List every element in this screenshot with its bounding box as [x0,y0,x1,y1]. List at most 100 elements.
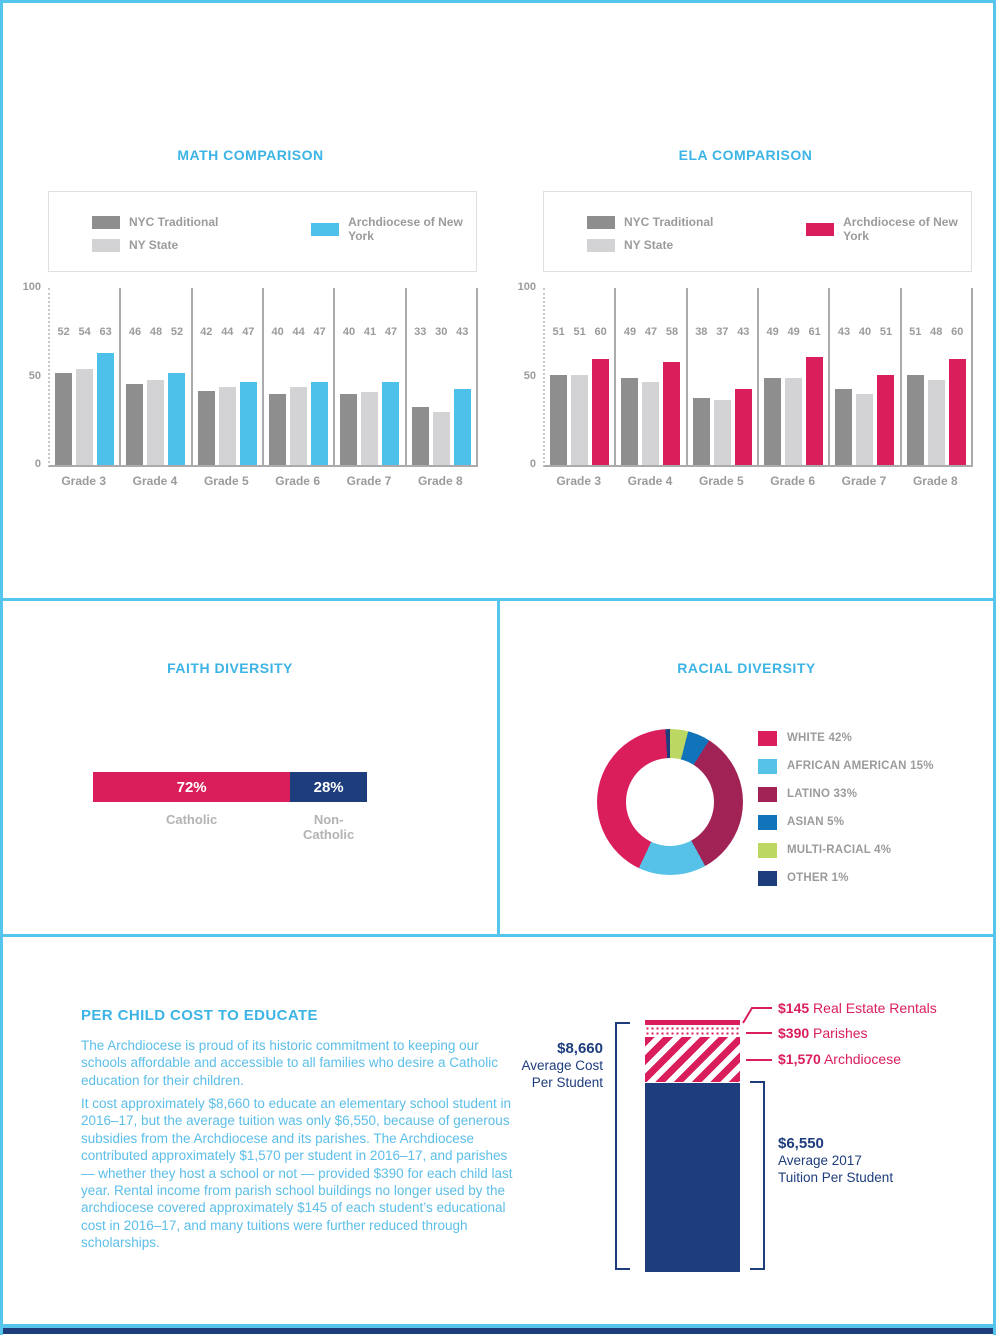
ela-x-axis-labels: Grade 3 Grade 4 Grade 5 Grade 6 Grade 7 Grade… [543,474,971,488]
y-axis-tick-label: 50 [523,369,536,382]
bar [361,392,379,465]
racial-donut-chart [597,729,743,875]
right-bracket [750,1081,765,1270]
y-axis-tick-label: 100 [22,281,41,293]
callout-label: Real Estate Rentals [813,1000,937,1016]
footer-bar [3,1328,993,1334]
cost-heading: PER CHILD COST TO EDUCATE [81,1007,318,1024]
math-comparison-chart: MATH COMPARISON NYC Traditional NY State … [3,3,498,598]
bar-value-label: 43 [837,326,851,338]
grade-label: Grade 3 [556,474,602,488]
bar-value-label: 40 [271,326,284,338]
bar [856,394,874,465]
bars [902,359,971,465]
faith-diversity-labels: Catholic Non-Catholic [93,812,367,842]
ela-chart-legend: NYC Traditional NY State Archdiocese of N… [543,191,972,272]
racial-legend-item: OTHER 1% [758,870,934,886]
bar-value-label: 33 [414,326,427,338]
racial-legend-label: MULTI-RACIAL 4% [787,844,892,856]
grade-label: Grade 6 [275,474,320,488]
bar-value-label: 47 [384,326,398,338]
value-label-row: 46 48 52 [121,326,190,338]
tuition-label: $6,550 Average 2017 Tuition Per Student [778,1135,893,1186]
cost-segment-real-estate-rentals [645,1020,740,1025]
bar [126,384,144,465]
y-axis-tick-label: 0 [529,458,536,470]
bar-value-label: 49 [623,326,637,338]
callout-amount: $1,570 [778,1051,821,1067]
bar [663,362,681,465]
math-chart-legend: NYC Traditional NY State Archdiocese of N… [48,191,477,272]
bar [785,378,803,465]
racial-legend-item: AFRICAN AMERICAN 15% [758,758,934,774]
racial-legend-label: AFRICAN AMERICAN 15% [787,760,934,772]
racial-legend-label: WHITE 42% [787,732,853,744]
bar-value-label: 30 [435,326,448,338]
bar-value-label: 52 [57,326,70,338]
section-diversity: FAITH DIVERSITY 72% 28% Catholic Non-Catho… [3,601,993,937]
legend-column: NYC Traditional NY State [92,215,311,271]
ela-comparison-chart: ELA COMPARISON NYC Traditional NY State A… [498,3,993,598]
racial-diversity-title: RACIAL DIVERSITY [677,660,816,676]
callout-amount: $145 [778,1000,810,1016]
value-label-row: 51 51 60 [545,326,614,338]
grade-label: Grade 5 [698,474,744,488]
ela-plot-area: 51 51 60 49 47 58 38 37 43 49 49 61 43 40 51 51 48 60 [543,288,973,467]
bar [55,373,73,465]
faith-segment: 72% [93,772,291,802]
bar-group: 40 41 47 [335,288,407,465]
bars [264,382,333,465]
racial-legend-swatch [758,870,777,886]
racial-diversity-panel: RACIAL DIVERSITY WHITE 42% AFRICAN AMERIC… [500,601,993,934]
racial-legend-label: ASIAN 5% [787,816,845,828]
math-chart-title: MATH COMPARISON [177,147,324,163]
callout-label: Parishes [813,1025,868,1041]
bars [335,382,404,465]
bars [121,373,190,465]
racial-legend-swatch [758,814,777,830]
average-cost-line1: Average Cost [521,1058,603,1073]
legend-swatch [587,238,615,252]
value-label-row: 49 49 61 [759,326,828,338]
average-cost-label: $8,660 Average Cost Per Student [443,1040,603,1091]
y-axis-tick-label: 100 [517,281,536,293]
bar-value-label: 51 [573,326,586,338]
bar-value-label: 54 [78,326,91,338]
bar [269,394,287,465]
bar-value-label: 37 [716,326,729,338]
legend-item: NY State [92,238,311,252]
cost-paragraph-1: The Archdiocese is proud of its historic… [81,1038,498,1088]
bar-value-label: 58 [665,326,679,338]
value-label-row: 51 48 60 [902,326,971,338]
bar-value-label: 44 [221,326,234,338]
bar [906,375,924,465]
bar-group: 49 49 61 [759,288,831,465]
legend-label: NY State [624,238,674,252]
value-label-row: 40 41 47 [335,326,404,338]
bar [411,407,429,465]
racial-legend-item: LATINO 33% [758,786,934,802]
bar [948,359,966,465]
bar [734,389,752,465]
bar-value-label: 51 [552,326,565,338]
racial-legend-swatch [758,786,777,802]
bar-value-label: 47 [242,326,255,338]
racial-legend-item: WHITE 42% [758,730,934,746]
bar [97,353,115,465]
racial-legend: WHITE 42% AFRICAN AMERICAN 15% LATINO 33% A… [758,730,934,898]
math-plot-area: 52 54 63 46 48 52 42 44 47 40 44 47 40 41 47 33 30 43 [48,288,478,467]
faith-segment-label: Catholic [165,812,218,827]
vertical-divider [497,601,500,934]
bar-value-label: 52 [170,326,184,338]
legend-item: NYC Traditional [92,215,311,229]
bar [168,373,186,465]
bar-value-label: 47 [644,326,658,338]
tuition-line1: Average 2017 [778,1153,862,1168]
legend-label: NYC Traditional [129,215,219,229]
bar-value-label: 51 [909,326,922,338]
ela-chart-title: ELA COMPARISON [678,147,813,163]
value-label-row: 43 40 51 [830,326,899,338]
bar-value-label: 46 [128,326,142,338]
bar [692,398,710,465]
faith-diversity-title: FAITH DIVERSITY [167,660,293,676]
